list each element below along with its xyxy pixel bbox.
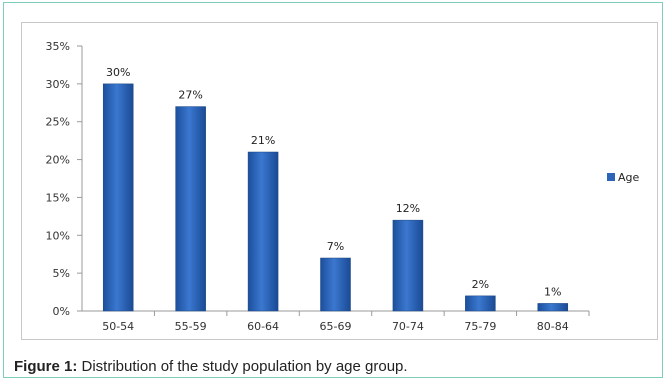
data-label: 7% bbox=[327, 240, 344, 253]
legend-swatch bbox=[607, 173, 615, 181]
bar bbox=[320, 257, 351, 312]
data-label: 21% bbox=[251, 134, 275, 147]
y-tick-label: 25% bbox=[46, 116, 70, 129]
y-tick-label: 20% bbox=[46, 154, 70, 167]
data-label: 2% bbox=[472, 278, 489, 291]
x-tick-label: 50-54 bbox=[102, 320, 134, 333]
data-label: 1% bbox=[544, 285, 561, 298]
x-tick-label: 60-64 bbox=[247, 320, 279, 333]
bar-chart: 0% 5% 10% 15% 20% 25% 30% 35% 50-54 55-59 60-64 65-… bbox=[46, 40, 640, 333]
y-tick-label: 15% bbox=[46, 191, 70, 204]
caption-text: Distribution of the study population by … bbox=[77, 358, 408, 375]
data-label: 12% bbox=[396, 202, 420, 215]
y-tick-label: 0% bbox=[53, 305, 70, 318]
y-tick-label: 5% bbox=[53, 267, 70, 280]
bar bbox=[537, 303, 569, 312]
bar bbox=[247, 151, 279, 312]
data-label: 30% bbox=[106, 66, 130, 79]
x-tick-label: 65-69 bbox=[320, 320, 352, 333]
bar bbox=[392, 219, 424, 312]
y-tick-label: 35% bbox=[46, 40, 70, 53]
data-label: 27% bbox=[178, 89, 202, 102]
chart-area: 0% 5% 10% 15% 20% 25% 30% 35% 50-54 55-59 60-64 65-… bbox=[21, 22, 658, 340]
bar bbox=[102, 83, 134, 312]
figure-caption: Figure 1: Distribution of the study popu… bbox=[14, 358, 408, 375]
x-tick-label: 55-59 bbox=[175, 320, 207, 333]
figure-frame: 0% 5% 10% 15% 20% 25% 30% 35% 50-54 55-59 60-64 65-… bbox=[3, 2, 663, 378]
bar bbox=[465, 295, 496, 312]
legend-label: Age bbox=[618, 171, 640, 184]
bar bbox=[175, 106, 206, 312]
caption-label: Figure 1: bbox=[14, 358, 78, 375]
x-tick-label: 80-84 bbox=[537, 320, 569, 333]
x-tick-label: 75-79 bbox=[464, 320, 496, 333]
y-tick-label: 10% bbox=[46, 229, 70, 242]
y-tick-label: 30% bbox=[46, 78, 70, 91]
x-tick-label: 70-74 bbox=[392, 320, 424, 333]
